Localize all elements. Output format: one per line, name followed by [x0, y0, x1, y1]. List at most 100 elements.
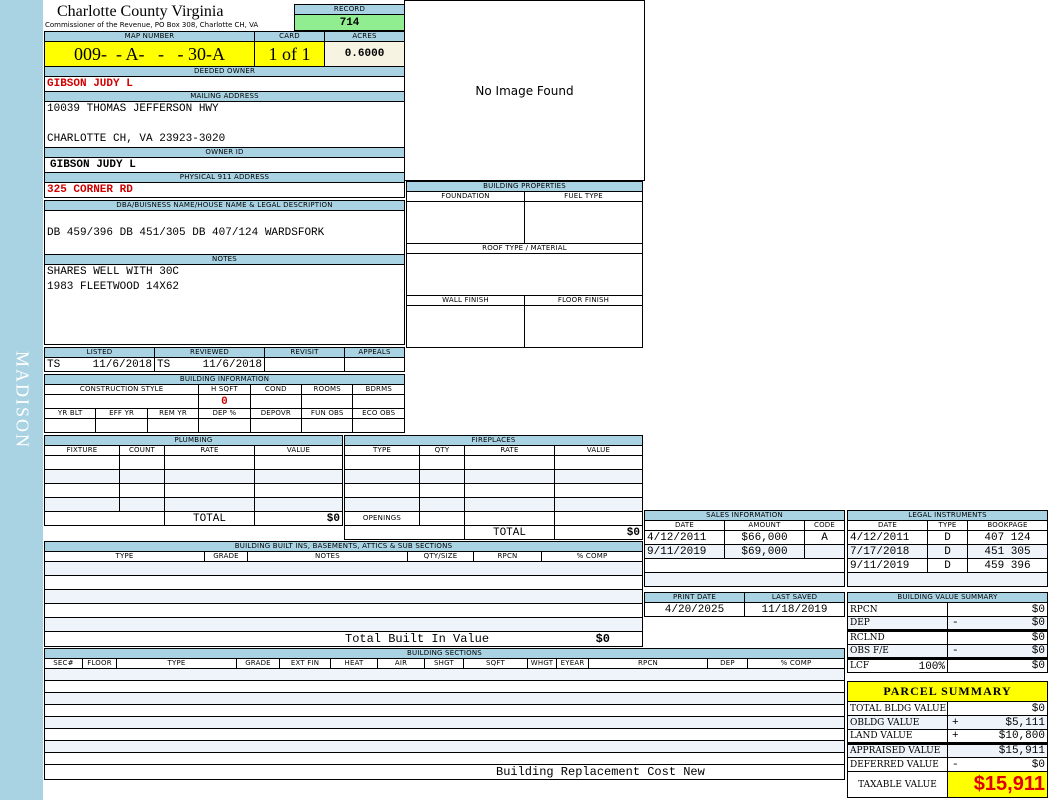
- bvs-operator: [947, 630, 963, 645]
- bvs-row-label: RPCN: [847, 602, 948, 617]
- reviewed-value: TS 11/6/2018: [154, 357, 265, 372]
- table-cell: DEP: [850, 618, 870, 628]
- built-in-total-label: Total Built In Value: [345, 632, 490, 646]
- physical-address: 325 CORNER RD: [44, 182, 405, 198]
- summary-row: LAND VALUE + $10,800: [847, 729, 1048, 744]
- notes-label: NOTES: [44, 254, 405, 265]
- sales-row: 4/12/2011 $66,000 A: [644, 530, 845, 545]
- parcel-info: MAP NUMBER CARD ACRES 009- - A- - - 30-A 1 …: [44, 31, 405, 198]
- summary-row: TOTAL BLDG VALUE $0: [847, 701, 1048, 716]
- bvs-row: RPCN $0: [847, 602, 1048, 617]
- table-cell: D: [927, 530, 968, 545]
- table-cell: 459 396: [967, 558, 1048, 573]
- bookpage-col: BOOKPAGE: [967, 520, 1048, 531]
- bvs-operator: [947, 602, 963, 617]
- type-col: TYPE: [44, 551, 205, 562]
- dep-pct-label: DEP %: [198, 408, 251, 419]
- building-sections-table: BUILDING SECTIONS SEC# FLOOR TYPE GRADE EXT …: [44, 648, 845, 780]
- summary-value: $5,111: [962, 715, 1048, 730]
- bvs-row: DEP - $0: [847, 616, 1048, 631]
- parcel-summary: PARCEL SUMMARY TOTAL BLDG VALUE $0 OBLDG VA…: [847, 681, 1048, 798]
- notes-col: NOTES: [247, 551, 408, 562]
- summary-value: $0: [962, 757, 1048, 772]
- fun-obs-label: FUN OBS: [301, 408, 354, 419]
- parcel-summary-label: PARCEL SUMMARY: [847, 681, 1048, 702]
- table-cell: D: [927, 544, 968, 559]
- bdrms-label: BDRMS: [352, 384, 405, 395]
- pct-comp-col: % COMP: [541, 551, 643, 562]
- code-col: CODE: [804, 520, 845, 531]
- qty-size-col: QTY/SIZE: [407, 551, 474, 562]
- summary-operator: [947, 701, 963, 716]
- table-cell: $69,000: [724, 544, 805, 559]
- section-col-ext-fin: EXT FIN: [279, 658, 331, 669]
- notes-text: SHARES WELL WITH 30C 1983 FLEETWOOD 14X62: [44, 264, 405, 345]
- listing-info: LISTED REVIEWED REVISIT APPEALS TS 11/6/2018…: [44, 347, 405, 372]
- rem-yr-label: REM YR: [146, 408, 200, 419]
- table-cell: 451 305: [967, 544, 1048, 559]
- card-label: CARD: [254, 31, 325, 42]
- built-ins-table: BUILDING BUILT INS, BASEMENTS, ATTICS & …: [44, 541, 643, 647]
- fuel-type-label: FUEL TYPE: [524, 191, 643, 202]
- taxable-value: $15,911: [947, 771, 1048, 798]
- bvs-row-label: RCLND: [847, 630, 948, 645]
- bvs-value: $0: [962, 658, 1048, 673]
- fixture-col: FIXTURE: [44, 445, 120, 456]
- deeded-owner-label: DEEDED OWNER: [44, 66, 405, 77]
- section-col-whgt: WHGT: [527, 658, 557, 669]
- summary-value: $10,800: [962, 729, 1048, 744]
- type-col: TYPE: [344, 445, 420, 456]
- summary-row-label: OBLDG VALUE: [847, 715, 948, 730]
- page-subtitle: Commissioner of the Revenue, PO Box 308,…: [45, 21, 259, 29]
- fireplaces-label: FIREPLACES: [344, 435, 643, 446]
- section-col-shgt: SHGT: [424, 658, 464, 669]
- instrument-row: 9/11/2019 D 459 396: [847, 558, 1048, 573]
- bvs-operator: -: [947, 616, 963, 631]
- listed-date: 11/6/2018: [92, 358, 152, 371]
- print-date: 4/20/2025: [644, 602, 745, 617]
- building-sections-label: BUILDING SECTIONS: [44, 648, 845, 659]
- bvs-row-label: OBS F/E: [847, 644, 948, 659]
- sidebar-district: MADISON: [0, 0, 43, 800]
- summary-row: APPRAISED VALUE $15,911: [847, 743, 1048, 758]
- rooms-label: ROOMS: [301, 384, 354, 395]
- plumbing-label: PLUMBING: [44, 435, 343, 446]
- value-col: VALUE: [554, 445, 643, 456]
- listed-by: TS: [47, 358, 61, 371]
- fireplaces-table: FIREPLACES TYPE QTY RATE VALUE OPENINGS TOT…: [344, 435, 643, 540]
- building-properties: BUILDING PROPERTIES FOUNDATION FUEL TYPE …: [406, 181, 643, 348]
- reviewed-date: 11/6/2018: [202, 358, 262, 371]
- no-image-text: No Image Found: [475, 83, 574, 98]
- revisit-label: REVISIT: [264, 347, 345, 358]
- section-col-sqft: SQFT: [463, 658, 528, 669]
- sales-table: SALES INFORMATION DATE AMOUNT CODE 4/12/20…: [644, 510, 845, 587]
- table-cell: 4/12/2011: [644, 530, 725, 545]
- instrument-row: 4/12/2011 D 407 124: [847, 530, 1048, 545]
- bvs-operator: [947, 658, 963, 673]
- mailing-address-label: MAILING ADDRESS: [44, 91, 405, 102]
- mailing-line-1: 10039 THOMAS JEFFERSON HWY: [47, 103, 219, 115]
- table-cell: RPCN: [850, 604, 878, 615]
- qty-col: QTY: [419, 445, 465, 456]
- rpcn-col: RPCN: [473, 551, 542, 562]
- taxable-value-label: TAXABLE VALUE: [847, 771, 948, 798]
- fireplaces-total-label: TOTAL: [464, 525, 555, 540]
- last-saved-label: LAST SAVED: [744, 592, 845, 603]
- sales-row: 9/11/2019 $69,000: [644, 544, 845, 559]
- wall-finish-label: WALL FINISH: [406, 295, 525, 306]
- section-col-rpcn: RPCN: [588, 658, 708, 669]
- summary-row: OBLDG VALUE + $5,111: [847, 715, 1048, 730]
- bvs-value: $0: [962, 616, 1048, 631]
- bvs-row: RCLND $0: [847, 630, 1048, 645]
- district-label: MADISON: [12, 350, 33, 450]
- section-col-type: TYPE: [116, 658, 237, 669]
- last-saved: 11/18/2019: [744, 602, 845, 617]
- section-col-floor: FLOOR: [82, 658, 117, 669]
- owner-id-label: OWNER ID: [44, 147, 405, 158]
- listed-value: TS 11/6/2018: [44, 357, 155, 372]
- building-info-label: BUILDING INFORMATION: [44, 374, 405, 385]
- table-cell: 9/11/2019: [644, 544, 725, 559]
- depovr-label: DEPOVR: [249, 408, 303, 419]
- openings-label: OPENINGS: [344, 511, 420, 526]
- bvs-value: $0: [962, 644, 1048, 659]
